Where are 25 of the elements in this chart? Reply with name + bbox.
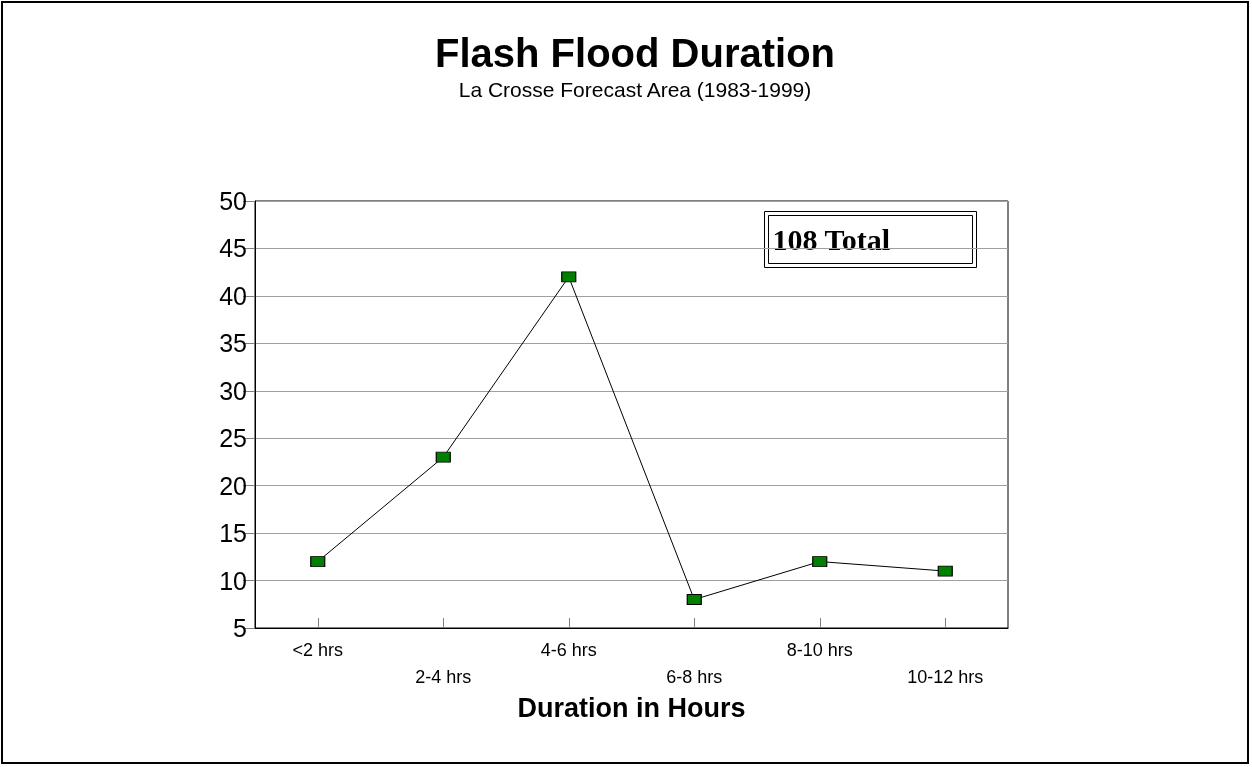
y-tick-label: 10 bbox=[219, 566, 247, 595]
x-tick-label: 4-6 hrs bbox=[540, 639, 597, 660]
y-tick-label: 35 bbox=[219, 329, 247, 358]
x-tick-label: 2-4 hrs bbox=[415, 666, 472, 687]
point bbox=[561, 271, 577, 283]
x-tick-label: 6-8 hrs bbox=[666, 666, 723, 687]
y-tick-label: 40 bbox=[219, 281, 247, 310]
x-tick-label: 8-10 hrs bbox=[786, 639, 853, 660]
y-tick-label: 45 bbox=[219, 234, 247, 263]
x-axis-title: Duration in Hours bbox=[517, 693, 746, 724]
point bbox=[812, 556, 828, 568]
y-tick-label: 50 bbox=[219, 187, 247, 215]
y-tick-label: 5 bbox=[233, 614, 247, 642]
chart-title: Flash Flood Duration bbox=[435, 31, 835, 75]
y-tick-label: 15 bbox=[219, 519, 247, 548]
point bbox=[310, 556, 326, 568]
point bbox=[435, 451, 451, 463]
point bbox=[937, 565, 953, 577]
x-tick-label: 10-12 hrs bbox=[907, 666, 984, 687]
point bbox=[686, 594, 702, 606]
y-tick-label: 20 bbox=[219, 471, 247, 500]
x-tick-label: <2 hrs bbox=[292, 639, 344, 660]
y-tick-label: 30 bbox=[219, 376, 247, 405]
chart-subtitle: La Crosse Forecast Area (1983-1999) bbox=[458, 78, 812, 101]
y-tick-label: 25 bbox=[219, 424, 247, 453]
